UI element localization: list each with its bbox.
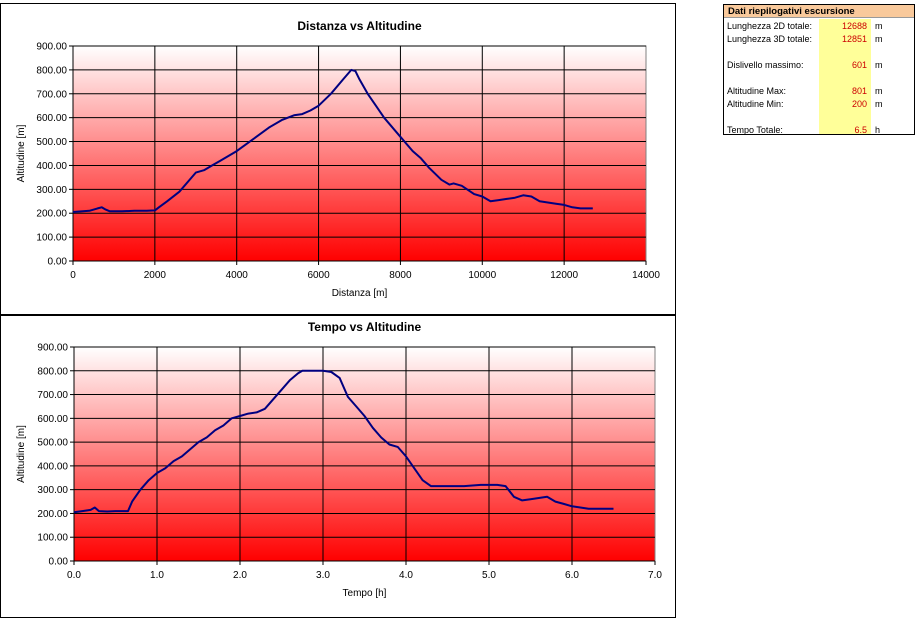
x-tick-label: 10000 xyxy=(468,270,496,281)
y-tick-label: 900.00 xyxy=(37,343,68,354)
y-tick-label: 400.00 xyxy=(36,161,67,172)
summary-label: Dislivello massimo: xyxy=(727,60,804,70)
summary-unit: m xyxy=(875,21,883,31)
y-tick-label: 800.00 xyxy=(37,366,68,377)
y-tick-label: 200.00 xyxy=(36,209,67,220)
distance-altitude-chart: 0 2000 4000 6000 8000 10000 12000 14000 0.00 100.… xyxy=(0,3,676,315)
y-tick-label: 600.00 xyxy=(37,414,68,425)
summary-value: 12688 xyxy=(841,21,867,31)
y-tick-label: 300.00 xyxy=(36,185,67,196)
summary-label: Altitudine Max: xyxy=(727,86,787,96)
summary-row-max-elevation-gain: Dislivello massimo: 601 m xyxy=(724,59,914,71)
x-tick-label: 2000 xyxy=(144,270,167,281)
summary-row-length-2d: Lunghezza 2D totale: 12688 m xyxy=(724,20,914,32)
summary-row-altitude-min: Altitudine Min: 200 m xyxy=(724,98,914,110)
x-tick-label: 0.0 xyxy=(67,570,81,581)
altitude-line xyxy=(73,369,614,514)
x-tick-label: 4.0 xyxy=(399,570,413,581)
summary-value: 6.5 xyxy=(854,125,867,135)
chart-title: Tempo vs Altitudine xyxy=(308,320,422,334)
summary-label: Altitudine Min: xyxy=(727,99,784,109)
plot-area xyxy=(72,45,647,262)
y-tick-label: 500.00 xyxy=(36,137,67,148)
summary-row-total-time: Tempo Totale: 6.5 h xyxy=(724,124,914,136)
summary-unit: h xyxy=(875,125,881,135)
y-axis-label: Altitudine [m] xyxy=(16,425,27,483)
summary-label: Lunghezza 2D totale: xyxy=(727,21,813,31)
plot-area xyxy=(73,346,656,562)
x-tick-label: 0 xyxy=(70,270,76,281)
altitude-line xyxy=(72,68,593,213)
y-tick-label: 700.00 xyxy=(37,390,68,401)
summary-label: Lunghezza 3D totale: xyxy=(727,34,813,44)
summary-value: 12851 xyxy=(841,34,867,44)
y-tick-label: 100.00 xyxy=(37,533,68,544)
x-tick-label: 6000 xyxy=(307,270,330,281)
x-tick-label: 6.0 xyxy=(565,570,579,581)
y-tick-label: 800.00 xyxy=(36,65,67,76)
summary-label: Tempo Totale: xyxy=(727,125,783,135)
summary-table: Dati riepilogativi escursione Lunghezza … xyxy=(723,4,915,135)
summary-unit: m xyxy=(875,99,883,109)
summary-title: Dati riepilogativi escursione xyxy=(724,5,914,18)
x-tick-label: 1.0 xyxy=(150,570,164,581)
summary-unit: m xyxy=(875,86,883,96)
y-tick-label: 600.00 xyxy=(36,113,67,124)
x-axis-label: Distanza [m] xyxy=(332,288,388,299)
summary-value: 200 xyxy=(851,99,867,109)
y-tick-label: 300.00 xyxy=(37,485,68,496)
y-tick-label: 0.00 xyxy=(49,557,69,568)
y-tick-label: 900.00 xyxy=(36,42,67,53)
summary-value: 801 xyxy=(851,86,867,96)
time-altitude-chart-svg: 0.0 1.0 2.0 3.0 4.0 5.0 6.0 7.0 0.00 100.00 200.00… xyxy=(16,320,662,599)
y-tick-label: 500.00 xyxy=(37,438,68,449)
x-tick-label: 14000 xyxy=(632,270,660,281)
summary-unit: m xyxy=(875,34,883,44)
x-axis-label: Tempo [h] xyxy=(343,588,387,599)
x-tick-label: 2.0 xyxy=(233,570,247,581)
summary-row-altitude-max: Altitudine Max: 801 m xyxy=(724,85,914,97)
y-tick-label: 0.00 xyxy=(48,257,68,268)
y-tick-label: 200.00 xyxy=(37,509,68,520)
summary-value: 601 xyxy=(851,60,867,70)
x-tick-label: 7.0 xyxy=(648,570,662,581)
x-tick-label: 12000 xyxy=(550,270,578,281)
chart-title: Distanza vs Altitudine xyxy=(297,19,422,33)
time-altitude-chart: 0.0 1.0 2.0 3.0 4.0 5.0 6.0 7.0 0.00 100.00 200.00… xyxy=(0,315,676,618)
y-tick-label: 400.00 xyxy=(37,461,68,472)
y-axis-label: Altitudine [m] xyxy=(16,124,27,182)
x-tick-label: 5.0 xyxy=(482,570,496,581)
summary-row-length-3d: Lunghezza 3D totale: 12851 m xyxy=(724,33,914,45)
summary-value-column xyxy=(819,19,871,134)
y-tick-label: 100.00 xyxy=(36,233,67,244)
x-tick-label: 3.0 xyxy=(316,570,330,581)
distance-altitude-chart-svg: 0 2000 4000 6000 8000 10000 12000 14000 0.00 100.… xyxy=(16,19,660,299)
x-tick-label: 4000 xyxy=(226,270,249,281)
summary-unit: m xyxy=(875,60,883,70)
x-tick-label: 8000 xyxy=(389,270,412,281)
y-tick-label: 700.00 xyxy=(36,89,67,100)
